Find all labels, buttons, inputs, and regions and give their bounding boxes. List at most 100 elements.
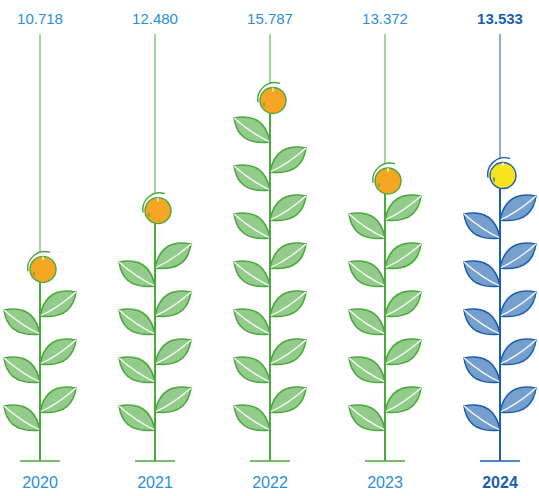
- leaf: [349, 213, 385, 239]
- category-label: 2020: [22, 474, 58, 491]
- stem: [499, 176, 501, 461]
- leaf-vein: [155, 292, 191, 316]
- leaf-vein: [500, 388, 536, 412]
- label-connector: [155, 34, 156, 194]
- leaf-vein: [119, 358, 155, 382]
- leaf-vein: [270, 388, 306, 412]
- leaf-vein: [385, 340, 421, 364]
- leaf-vein: [464, 310, 500, 334]
- leaf: [464, 309, 500, 335]
- flower-arc: [488, 158, 510, 178]
- leaf: [500, 195, 536, 221]
- leaf-vein: [464, 262, 500, 286]
- category-label: 2022: [252, 474, 288, 491]
- flower-arc: [28, 252, 50, 272]
- leaf-vein: [155, 244, 191, 268]
- stem: [39, 269, 41, 461]
- leaf-vein: [155, 340, 191, 364]
- leaf-vein: [234, 214, 270, 238]
- category-label: 2024: [482, 474, 518, 491]
- leaf: [385, 243, 421, 269]
- leaf-vein: [234, 406, 270, 430]
- chart: 10.718202012.480202115.787202213.3722023…: [0, 0, 539, 496]
- leaf: [4, 405, 40, 431]
- flower: [30, 256, 56, 282]
- leaf: [500, 387, 536, 413]
- leaf: [40, 387, 76, 413]
- leaf-vein: [40, 292, 76, 316]
- leaf-vein: [119, 310, 155, 334]
- leaf-vein: [385, 292, 421, 316]
- leaf-vein: [385, 196, 421, 220]
- leaf-vein: [234, 166, 270, 190]
- flower-dash: [42, 256, 43, 260]
- leaf-vein: [4, 310, 40, 334]
- flower-dash: [493, 178, 494, 182]
- flower: [375, 168, 401, 194]
- leaf-vein: [500, 292, 536, 316]
- leaf: [234, 261, 270, 287]
- leaf-vein: [385, 244, 421, 268]
- leaf: [4, 309, 40, 335]
- stem: [384, 181, 386, 461]
- stem: [154, 211, 156, 461]
- flower-dash: [387, 168, 388, 172]
- label-connector: [40, 34, 41, 252]
- leaf-vein: [119, 262, 155, 286]
- leaf: [155, 291, 191, 317]
- leaf-vein: [349, 214, 385, 238]
- leaf: [119, 405, 155, 431]
- leaf: [119, 357, 155, 383]
- leaf: [349, 357, 385, 383]
- leaf: [40, 339, 76, 365]
- leaf-vein: [349, 262, 385, 286]
- leaf: [500, 243, 536, 269]
- plant: [349, 163, 421, 461]
- label-connector: [270, 34, 271, 83]
- leaf: [234, 165, 270, 191]
- flower-arc: [258, 83, 280, 103]
- leaf-vein: [40, 388, 76, 412]
- leaf: [155, 339, 191, 365]
- category-label: 2023: [367, 474, 403, 491]
- plant: [119, 193, 191, 461]
- leaf: [234, 405, 270, 431]
- leaf-vein: [385, 388, 421, 412]
- leaf: [234, 357, 270, 383]
- leaf-vein: [464, 406, 500, 430]
- leaf-vein: [270, 148, 306, 172]
- flower-dash: [157, 198, 158, 202]
- leaf: [349, 309, 385, 335]
- leaf: [234, 213, 270, 239]
- flower-dash: [33, 271, 34, 275]
- leaf: [234, 117, 270, 143]
- leaf: [270, 147, 306, 173]
- leaf-vein: [464, 214, 500, 238]
- leaf-vein: [40, 340, 76, 364]
- leaf-vein: [234, 310, 270, 334]
- leaf-vein: [500, 196, 536, 220]
- leaf-vein: [234, 262, 270, 286]
- leaf: [349, 405, 385, 431]
- leaf: [270, 387, 306, 413]
- category-label: 2021: [137, 474, 173, 491]
- leaf-vein: [234, 118, 270, 142]
- data-label: 10.718: [17, 10, 63, 27]
- flower: [260, 87, 286, 113]
- flower-dash: [502, 163, 503, 167]
- leaf-vein: [234, 358, 270, 382]
- leaf-vein: [4, 406, 40, 430]
- data-label: 12.480: [132, 10, 178, 27]
- leaf: [385, 291, 421, 317]
- leaf: [234, 309, 270, 335]
- flower-dash: [263, 102, 264, 106]
- leaf: [270, 339, 306, 365]
- data-label: 13.533: [477, 10, 523, 27]
- leaf-vein: [349, 358, 385, 382]
- leaf-vein: [270, 196, 306, 220]
- flower-arc: [373, 163, 395, 183]
- leaf-vein: [4, 358, 40, 382]
- leaf-vein: [500, 340, 536, 364]
- leaf-vein: [349, 310, 385, 334]
- leaf-vein: [464, 358, 500, 382]
